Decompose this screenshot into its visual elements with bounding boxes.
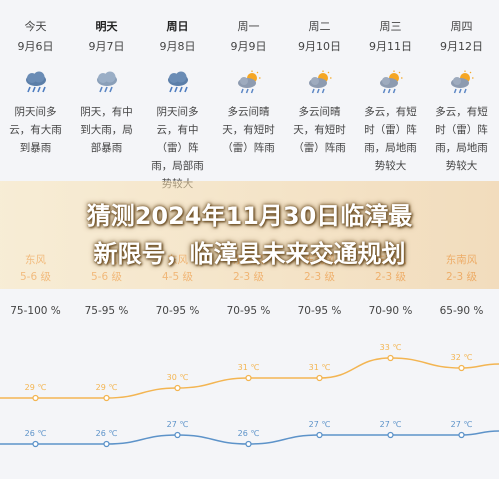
high-temp-label: 29 ℃ (25, 383, 47, 392)
low-temp-label: 26 ℃ (25, 429, 47, 438)
high-temp-point (245, 374, 252, 382)
high-temp-label: 31 ℃ (309, 363, 331, 372)
weather-description-line: 云，有大雨 (9, 124, 62, 136)
weather-description-line: 时（雷）阵 (435, 124, 488, 136)
day-name: 周三 (379, 20, 402, 33)
day-name: 周二 (308, 20, 331, 33)
high-temp-point (458, 364, 465, 372)
article-title: 猜测2024年11月30日临漳最 新限号，临漳县未来交通规划 (0, 197, 499, 273)
day-name: 周一 (237, 20, 260, 33)
high-temp-label: 31 ℃ (238, 363, 260, 372)
low-temp-label: 26 ℃ (96, 429, 118, 438)
day-date: 9月11日 (369, 40, 412, 53)
weather-description: 多云间晴天，有短时 （雷）阵雨 (216, 103, 281, 157)
day-name: 周日 (166, 20, 189, 33)
high-temp-label: 32 ℃ (451, 353, 473, 362)
weather-description-line: 到暴雨 (19, 142, 52, 154)
low-temp-label: 27 ℃ (167, 420, 189, 429)
weather-description: 多云间晴天，有短时 （雷）阵雨 (287, 103, 352, 157)
high-temp-point (103, 394, 110, 402)
weather-description: 阴天，有中到大雨，局部暴雨 (74, 103, 139, 157)
humidity: 70-90 % (368, 305, 413, 317)
weather-description-line: 部暴雨 (90, 142, 123, 154)
day-date: 9月12日 (440, 40, 483, 53)
weather-description: 阴天间多云，有大雨到暴雨 (3, 103, 68, 157)
weather-description-line: 雨，局地雨 (435, 142, 488, 154)
high-temp-point (174, 384, 181, 392)
day-date: 9月8日 (159, 40, 196, 53)
low-temp-point (387, 431, 394, 439)
high-temp-point (316, 374, 323, 382)
sun-cloud-rain-icon (449, 70, 475, 96)
weather-description: 多云，有短时（雷）阵雨，局地雨势较大 (429, 103, 494, 175)
title-line-1: 猜测2024年11月30日临漳最 (86, 202, 413, 230)
weather-description-line: 雨，局地雨 (364, 142, 417, 154)
low-temp-point (174, 431, 181, 439)
low-temp-point (458, 431, 465, 439)
sun-cloud-rain-icon (378, 70, 404, 96)
low-temp-point (245, 440, 252, 448)
day-name: 周四 (450, 20, 473, 33)
day-date: 9月10日 (298, 40, 341, 53)
weather-description-line: 多云间晴 (298, 106, 341, 118)
weather-description-line: 天，有短时 (222, 124, 275, 136)
weather-description-line: 势较大 (445, 160, 478, 172)
humidity: 65-90 % (439, 305, 484, 317)
humidity: 70-95 % (226, 305, 271, 317)
high-temp-label: 30 ℃ (167, 373, 189, 382)
rain-icon (94, 70, 120, 96)
high-temp-point (387, 354, 394, 362)
low-temp-point (103, 440, 110, 448)
weather-description: 多云，有短时（雷）阵雨，局地雨势较大 (358, 103, 423, 175)
high-temp-label: 33 ℃ (380, 343, 402, 352)
humidity: 70-95 % (155, 305, 200, 317)
day-name: 今天 (24, 20, 47, 33)
humidity: 70-95 % (297, 305, 342, 317)
weather-description-line: 天，有短时 (293, 124, 346, 136)
rain-heavy-icon (23, 70, 49, 96)
low-temp-label: 26 ℃ (238, 429, 260, 438)
weather-description-line: 多云，有短 (364, 106, 417, 118)
day-date: 9月7日 (88, 40, 125, 53)
weather-description-line: 到大雨，局 (80, 124, 133, 136)
rain-heavy-icon (165, 70, 191, 96)
weather-description-line: （雷）阵 (156, 142, 199, 154)
high-temp-point (32, 394, 39, 402)
weather-description-line: 多云间晴 (227, 106, 270, 118)
weather-description-line: 多云，有短 (435, 106, 488, 118)
temperature-chart: 29 ℃ 29 ℃ 30 ℃ 31 ℃ 31 ℃ 33 ℃ 32 ℃ 26 ℃ 26 ℃ 27 ℃… (0, 343, 499, 448)
weather-description-line: 势较大 (374, 160, 407, 172)
weather-description-line: 阴天，有中 (80, 106, 133, 118)
weather-description-line: （雷）阵雨 (222, 142, 275, 154)
low-temp-point (316, 431, 323, 439)
high-temp-label: 29 ℃ (96, 383, 118, 392)
day-date: 9月6日 (17, 40, 54, 53)
sun-cloud-rain-icon (236, 70, 262, 96)
low-temp-label: 27 ℃ (380, 420, 402, 429)
low-temp-label: 27 ℃ (309, 420, 331, 429)
weather-description-line: 阴天间多 (156, 106, 199, 118)
weather-description-line: 云，有中 (156, 124, 199, 136)
weather-description-line: 雨，局部雨 (151, 160, 204, 172)
weather-description-line: （雷）阵雨 (293, 142, 346, 154)
title-line-2: 新限号，临漳县未来交通规划 (93, 240, 406, 268)
sun-cloud-rain-icon (307, 70, 333, 96)
day-name: 明天 (95, 20, 118, 33)
humidity: 75-95 % (84, 305, 129, 317)
weather-description-line: 阴天间多 (14, 106, 57, 118)
low-temp-point (32, 440, 39, 448)
weather-description-line: 时（雷）阵 (364, 124, 417, 136)
title-banner (0, 181, 499, 289)
humidity: 75-100 % (10, 305, 61, 317)
day-date: 9月9日 (230, 40, 267, 53)
low-temp-label: 27 ℃ (451, 420, 473, 429)
